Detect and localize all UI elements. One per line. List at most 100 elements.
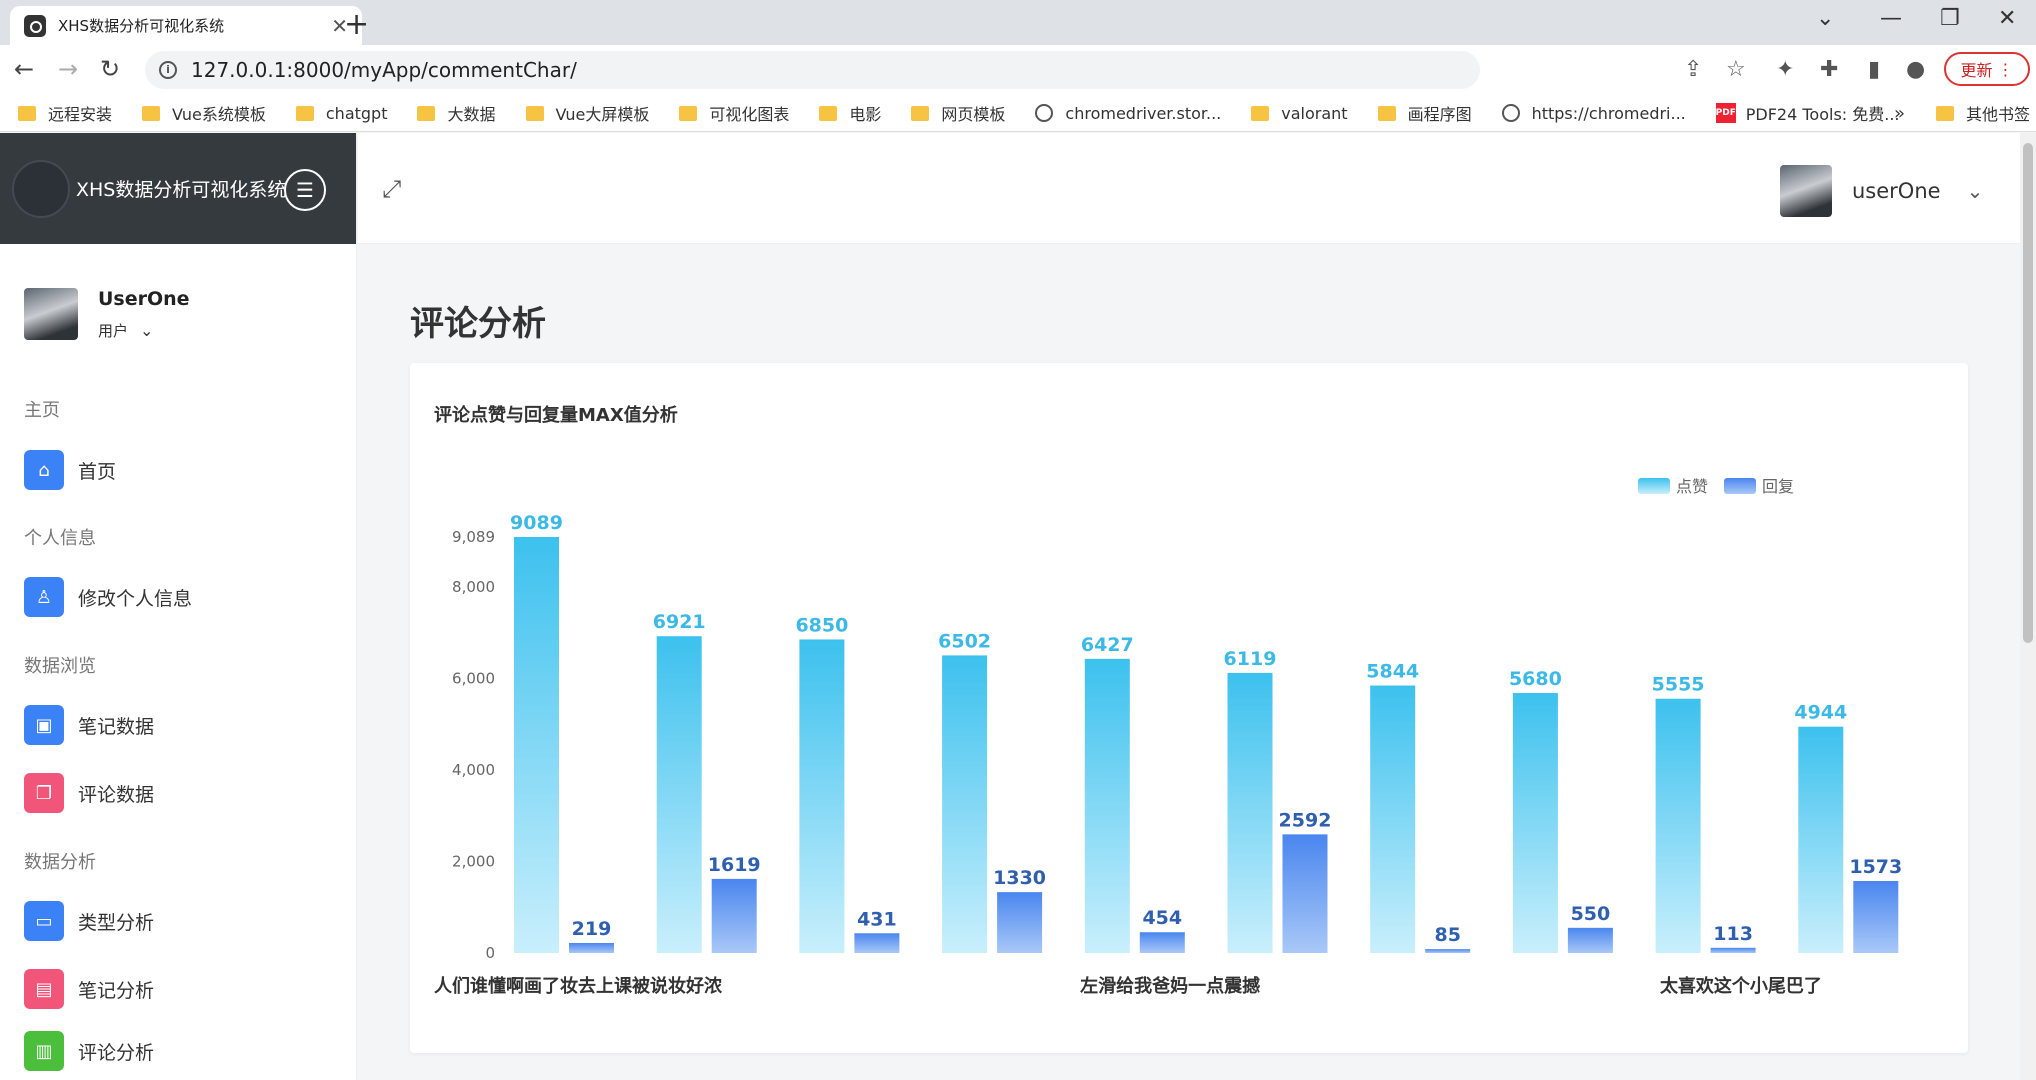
- comment-icon: ❐: [24, 773, 64, 813]
- bar-reply: [569, 942, 614, 953]
- page-scrollbar[interactable]: [2020, 133, 2036, 1080]
- bar-like: [1655, 698, 1701, 953]
- sidebar-profile: UserOne 用户 ⌄: [0, 244, 356, 362]
- scroll-thumb[interactable]: [2023, 143, 2033, 643]
- legend-swatch-like: [1638, 478, 1670, 494]
- bookmark[interactable]: https://chromedri...: [1501, 104, 1686, 123]
- y-tick-label: 2,000: [452, 852, 495, 870]
- y-tick-label: 8,000: [452, 578, 495, 596]
- sidebar-item-label: 笔记数据: [78, 715, 155, 738]
- puzzle-icon[interactable]: ✚: [1820, 57, 1839, 82]
- new-tab-icon[interactable]: +: [344, 7, 370, 42]
- legend-label: 回复: [1762, 477, 1794, 496]
- sidepanel-icon[interactable]: ▮: [1868, 57, 1881, 82]
- url-text[interactable]: 127.0.0.1:8000/myApp/commentChar/: [191, 58, 577, 82]
- omnibox[interactable]: i 127.0.0.1:8000/myApp/commentChar/: [145, 51, 1480, 89]
- page-title: 评论分析: [410, 304, 546, 344]
- sidebar-item-label: 评论分析: [78, 1041, 155, 1064]
- bookmarks-more-icon[interactable]: »: [1894, 103, 1906, 124]
- sidebar-item-label: 笔记分析: [78, 979, 155, 1002]
- sidebar-item-note-analysis[interactable]: ▤ 笔记分析: [0, 968, 356, 1010]
- user-menu[interactable]: userOne ⌄: [1780, 165, 1983, 217]
- card-title: 评论点赞与回复量MAX值分析: [434, 405, 678, 426]
- brand-header: XHS数据分析可视化系统 ☰: [0, 133, 356, 244]
- data-label-reply: 431: [857, 908, 897, 930]
- site-info-icon[interactable]: i: [159, 61, 177, 79]
- data-label-reply: 550: [1571, 903, 1611, 925]
- data-label-like: 5680: [1509, 668, 1562, 690]
- folder-icon: [679, 105, 698, 121]
- profile-name: UserOne: [98, 288, 190, 310]
- back-icon[interactable]: ←: [14, 55, 35, 83]
- section-title-personal: 个人信息: [24, 528, 96, 549]
- bookmark[interactable]: Vue系统模板: [142, 101, 266, 125]
- sidebar-item-comment-data[interactable]: ❐ 评论数据: [0, 772, 356, 814]
- bookmark-star-icon[interactable]: ☆: [1726, 57, 1746, 82]
- x-category-label: 太喜欢这个小尾巴了: [1660, 975, 1822, 997]
- bar-like: [1798, 726, 1844, 953]
- logo: [12, 159, 70, 218]
- bookmark[interactable]: Vue大屏模板: [525, 101, 649, 125]
- sidebar-item-note-data[interactable]: ▣ 笔记数据: [0, 704, 356, 746]
- restore-icon[interactable]: ❐: [1940, 6, 1960, 31]
- bookmark-label: chatgpt: [325, 103, 388, 123]
- data-label-like: 5555: [1652, 674, 1705, 696]
- bookmark[interactable]: 电影: [819, 101, 881, 125]
- legend-label: 点赞: [1676, 477, 1708, 496]
- reload-icon[interactable]: ↻: [100, 55, 121, 83]
- forward-icon[interactable]: →: [58, 55, 79, 83]
- bookmark[interactable]: 网页模板: [911, 101, 1005, 125]
- profile-icon[interactable]: ●: [1906, 57, 1926, 82]
- data-label-reply: 219: [572, 918, 612, 940]
- fullscreen-icon[interactable]: ⤢: [382, 175, 402, 203]
- bookmark-label: valorant: [1281, 103, 1348, 123]
- site-favicon-icon: [24, 14, 46, 37]
- bookmark[interactable]: chatgpt: [295, 103, 388, 123]
- profile-role-dropdown[interactable]: 用户 ⌄: [98, 320, 153, 341]
- sidebar-item-label: 评论数据: [78, 783, 155, 806]
- data-label-like: 4944: [1794, 702, 1847, 724]
- data-label-like: 6502: [938, 630, 991, 652]
- bookmark[interactable]: 远程安装: [18, 101, 112, 125]
- extension-icon[interactable]: ✦: [1776, 57, 1795, 82]
- sidebar-item-home[interactable]: ⌂ 首页: [0, 449, 356, 491]
- bookmark[interactable]: valorant: [1251, 103, 1348, 123]
- topbar: ⤢ userOne ⌄: [358, 133, 2020, 244]
- update-button[interactable]: 更新 ⋮: [1944, 52, 2030, 86]
- bookmark[interactable]: 画程序图: [1377, 101, 1472, 125]
- notebook-icon: ▣: [24, 705, 64, 745]
- bar-reply: [1853, 881, 1899, 953]
- data-label-reply: 1330: [993, 867, 1046, 889]
- bookmark[interactable]: PDF PDF24 Tools: 免费...: [1716, 101, 1900, 125]
- comment-bar-chart: 0 2,000 4,000 6,000 8,000 9,089 9089 219 人们谁懂啊画了…: [434, 477, 1902, 997]
- sidebar-item-type-analysis[interactable]: ▭ 类型分析: [0, 900, 356, 942]
- menu-toggle-icon[interactable]: ☰: [284, 169, 326, 211]
- other-bookmarks[interactable]: 其他书签: [1936, 101, 2030, 125]
- bar-reply: [1282, 834, 1328, 953]
- tab-search-chevron-icon[interactable]: ⌄: [1816, 6, 1835, 31]
- bar-like: [514, 537, 559, 953]
- sidebar-item-edit-profile[interactable]: ♙ 修改个人信息: [0, 576, 356, 618]
- chevron-down-icon: ⌄: [140, 321, 154, 340]
- bar-like: [942, 655, 988, 953]
- profile-role: 用户: [98, 322, 129, 340]
- avatar: [24, 288, 78, 340]
- bookmark[interactable]: 可视化图表: [679, 101, 789, 125]
- folder-icon: [1251, 105, 1270, 121]
- data-label-like: 5844: [1366, 661, 1419, 683]
- browser-tab[interactable]: XHS数据分析可视化系统 ✕: [10, 6, 362, 45]
- sidebar-item-comment-analysis[interactable]: ▥ 评论分析: [0, 1030, 356, 1072]
- minimize-icon[interactable]: —: [1880, 6, 1902, 31]
- y-tick-label: 4,000: [452, 761, 495, 779]
- close-window-icon[interactable]: ✕: [1998, 6, 2017, 31]
- bookmark-label: Vue系统模板: [172, 105, 266, 124]
- data-label-reply: 113: [1713, 923, 1753, 945]
- close-tab-icon[interactable]: ✕: [331, 13, 348, 38]
- bar-reply: [711, 878, 757, 953]
- section-title-browse: 数据浏览: [24, 656, 96, 677]
- bookmark[interactable]: 大数据: [417, 101, 496, 125]
- bookmark-label: 电影: [849, 105, 882, 124]
- bar-like: [1227, 672, 1273, 953]
- bookmark[interactable]: chromedriver.stor...: [1035, 104, 1221, 123]
- share-icon[interactable]: ⇪: [1684, 57, 1703, 82]
